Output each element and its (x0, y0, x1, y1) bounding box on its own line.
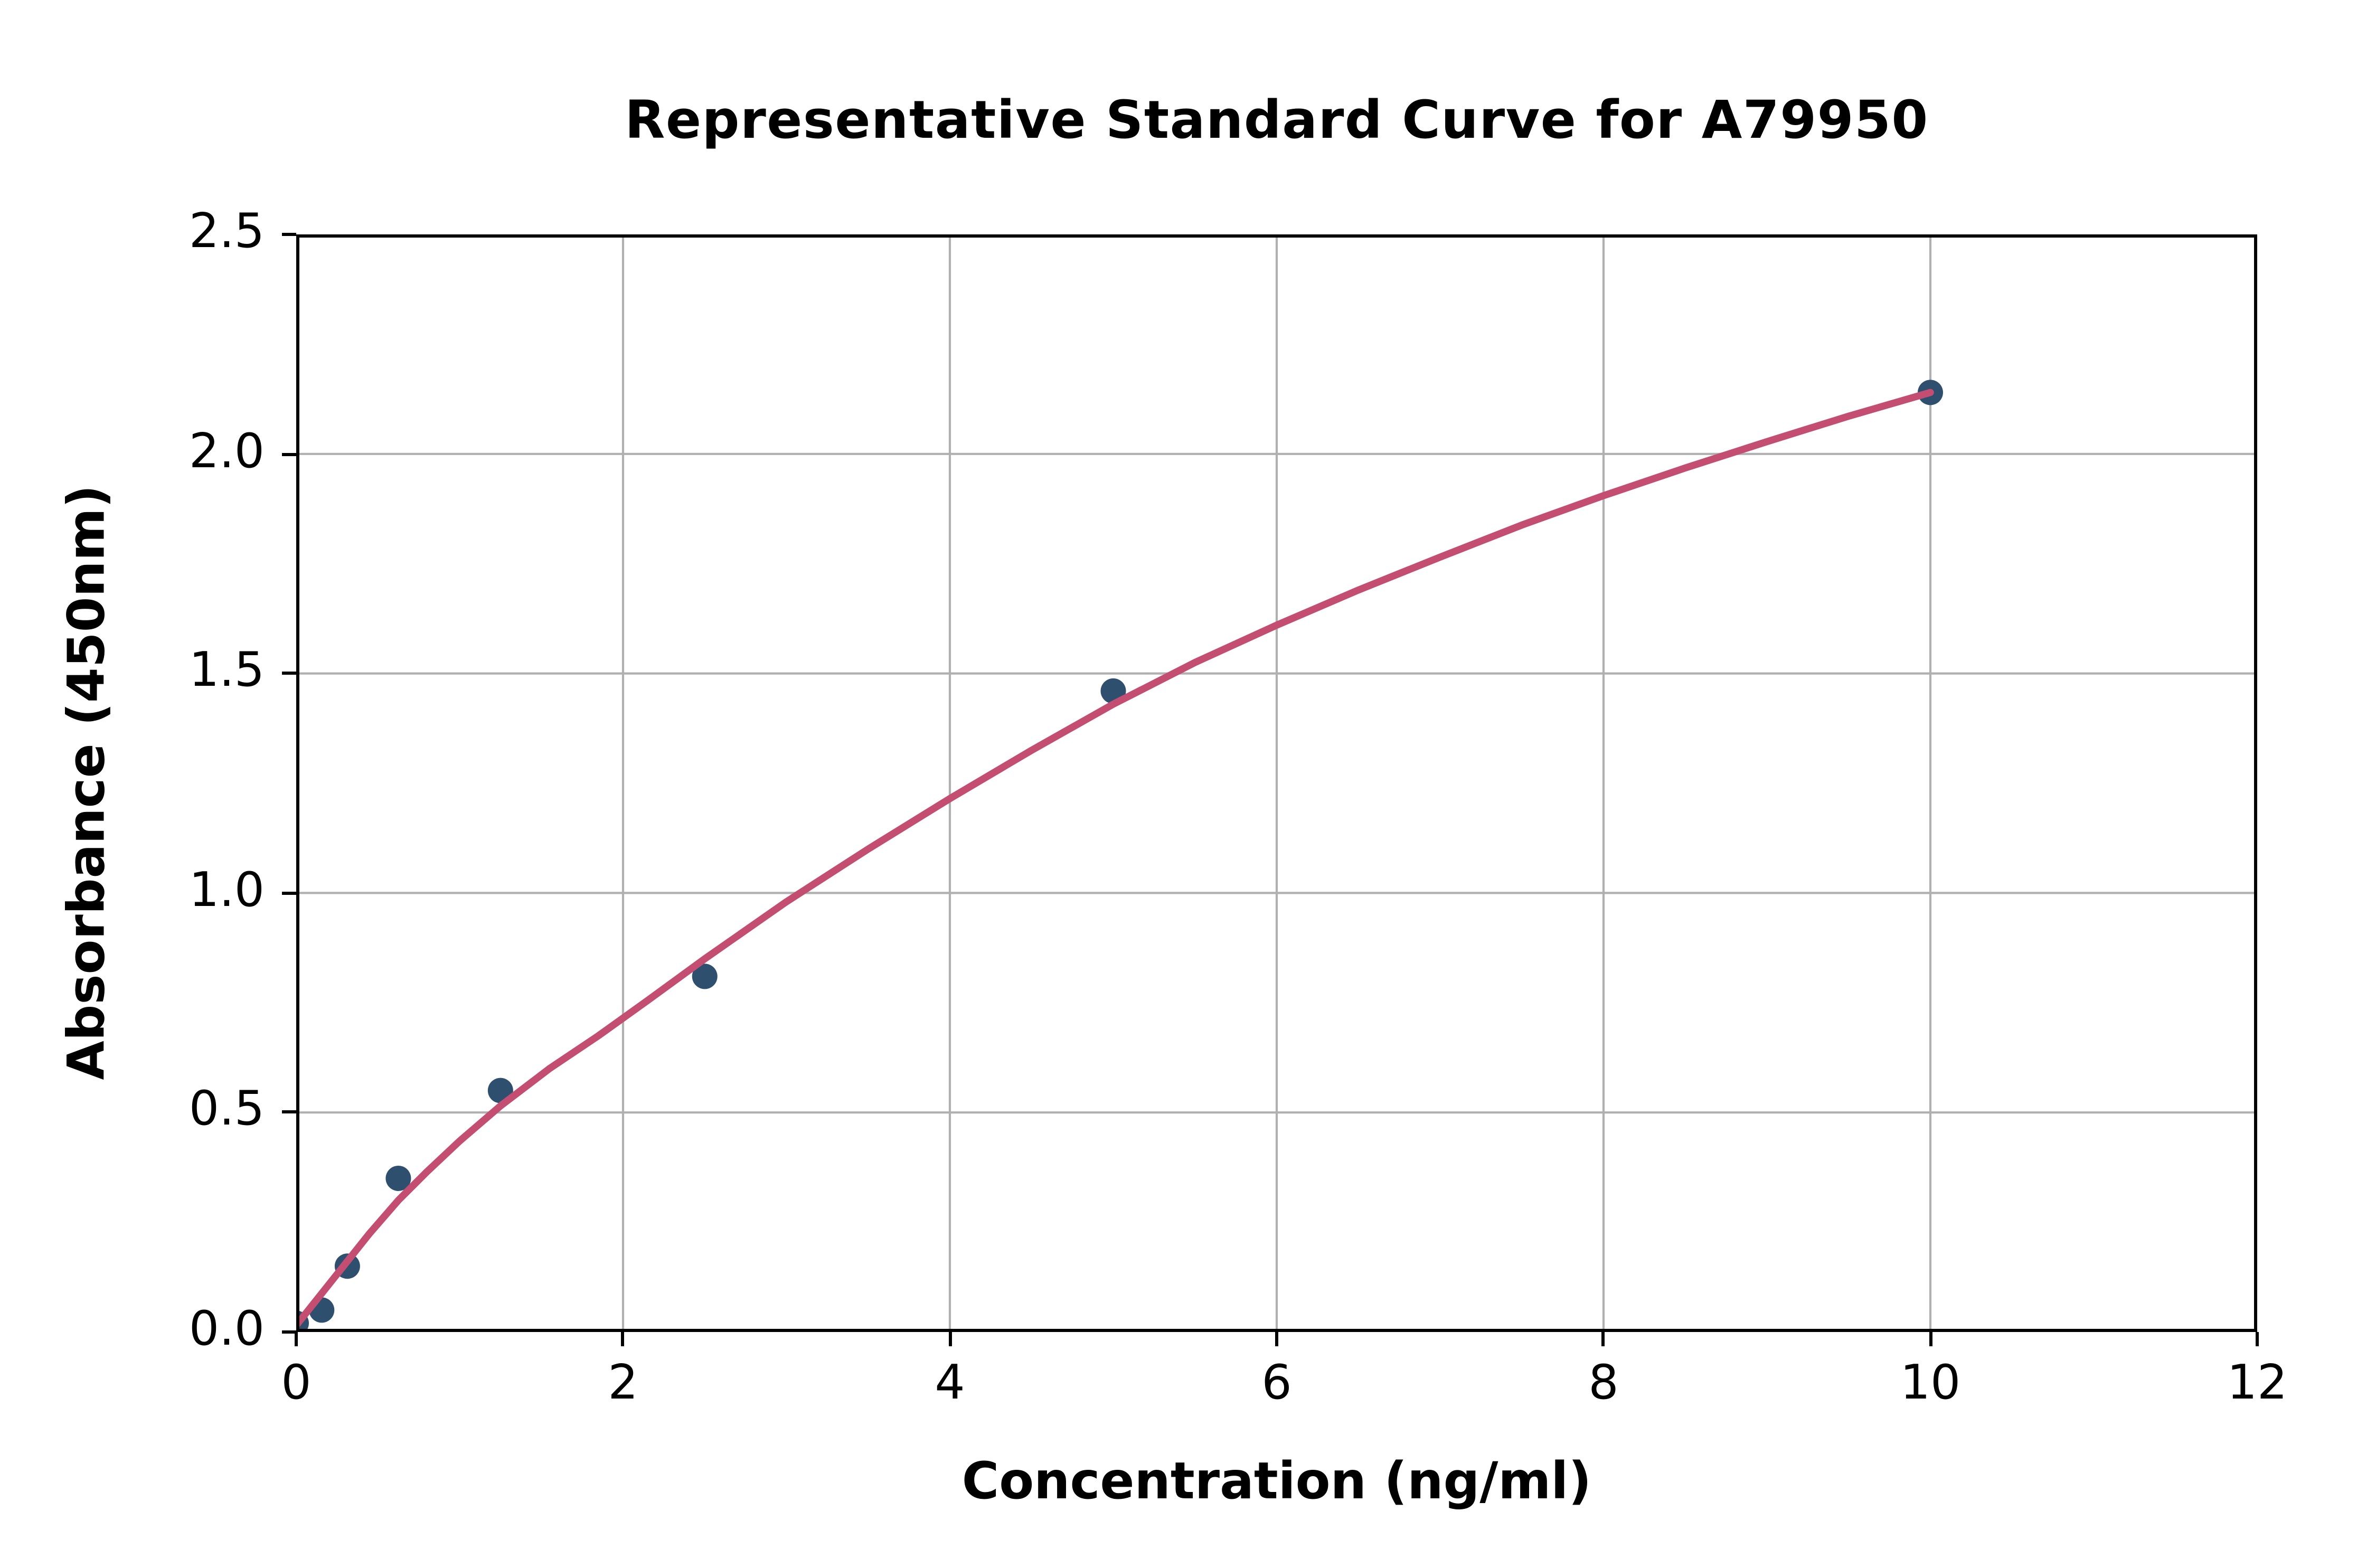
y-tick-label: 0.5 (188, 1082, 265, 1138)
y-tick-label: 2.5 (188, 204, 265, 260)
x-tick-label: 12 (2227, 1356, 2288, 1411)
y-tick-mark (282, 452, 296, 456)
plot-canvas (296, 234, 2257, 1332)
x-tick-label: 6 (1261, 1356, 1292, 1411)
x-tick-mark (1928, 1332, 1932, 1346)
x-tick-label: 10 (1900, 1356, 1961, 1411)
x-tick-label: 0 (281, 1356, 312, 1411)
plot-spines (296, 234, 2257, 1332)
x-tick-label: 4 (935, 1356, 965, 1411)
y-axis-ticks: 0.0 0.5 1.0 1.5 2.0 2.5 (0, 204, 296, 1357)
y-tick-label: 0.0 (188, 1302, 265, 1357)
fit-curve (296, 389, 1934, 1329)
x-tick-mark (621, 1332, 625, 1346)
x-tick-mark (2256, 1332, 2259, 1346)
x-tick-mark (948, 1332, 951, 1346)
x-tick-mark (1275, 1332, 1278, 1346)
y-tick-label: 1.0 (188, 863, 265, 919)
x-tick-label: 2 (608, 1356, 638, 1411)
plot-area (296, 234, 2257, 1332)
x-tick-mark (1601, 1332, 1605, 1346)
y-tick-mark (282, 233, 296, 236)
data-point (692, 964, 718, 989)
data-point (385, 1165, 411, 1191)
x-axis-ticks: 0 2 4 6 8 10 12 (281, 1332, 2287, 1427)
chart-title: Representative Standard Curve for A79950 (625, 89, 1929, 150)
y-tick-mark (282, 1111, 296, 1114)
y-tick-label: 2.0 (188, 423, 265, 479)
y-tick-mark (282, 672, 296, 675)
x-tick-label: 8 (1588, 1356, 1619, 1411)
y-tick-mark (282, 891, 296, 895)
x-axis-label: Concentration (ng/ml) (961, 1451, 1592, 1511)
x-tick-mark (295, 1332, 298, 1346)
y-tick-label: 1.5 (188, 643, 265, 699)
y-tick-mark (282, 1330, 296, 1334)
